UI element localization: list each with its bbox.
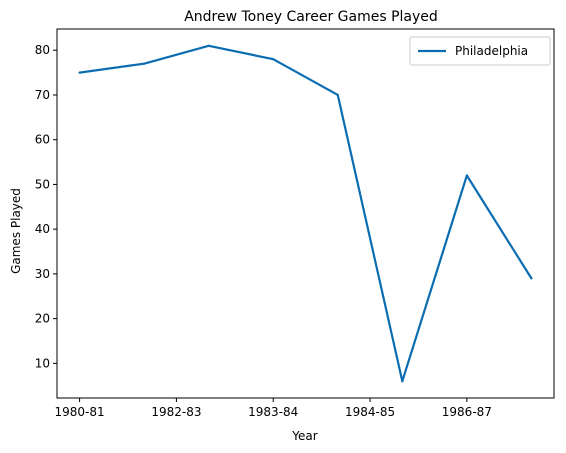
data-point (530, 277, 533, 280)
y-tick-label: 50 (35, 177, 50, 191)
y-tick-label: 40 (35, 222, 50, 236)
data-point (143, 62, 146, 65)
y-tick-label: 60 (35, 133, 50, 147)
plot-frame (56, 28, 555, 399)
y-axis-label: Games Played (9, 188, 23, 274)
plot-area: 10 20 30 40 50 60 70 80 1980-81 1982-83 1983-84 198… (35, 28, 555, 419)
data-point (465, 174, 468, 177)
data-point (78, 71, 81, 74)
y-tick-label: 10 (35, 356, 50, 370)
legend-label: Philadelphia (455, 44, 528, 58)
y-tick-label: 20 (35, 312, 50, 326)
legend: Philadelphia (409, 36, 551, 66)
data-point (401, 380, 404, 383)
legend-box (409, 36, 551, 66)
series-line (79, 44, 533, 383)
data-point (272, 58, 275, 61)
x-tick-label: 1984-85 (345, 405, 395, 419)
y-tick-label: 70 (35, 88, 50, 102)
data-point (336, 93, 339, 97)
x-axis-label: Year (291, 429, 317, 443)
x-tick-label: 1982-83 (151, 405, 201, 419)
y-tick-label: 80 (35, 43, 50, 57)
data-point (207, 44, 210, 47)
x-tick-label: 1986-87 (442, 405, 492, 419)
x-tick-label: 1983-84 (248, 405, 298, 419)
chart-title: Andrew Toney Career Games Played (184, 9, 438, 25)
x-tick-label: 1980-81 (55, 405, 105, 419)
y-tick-label: 30 (35, 267, 50, 281)
